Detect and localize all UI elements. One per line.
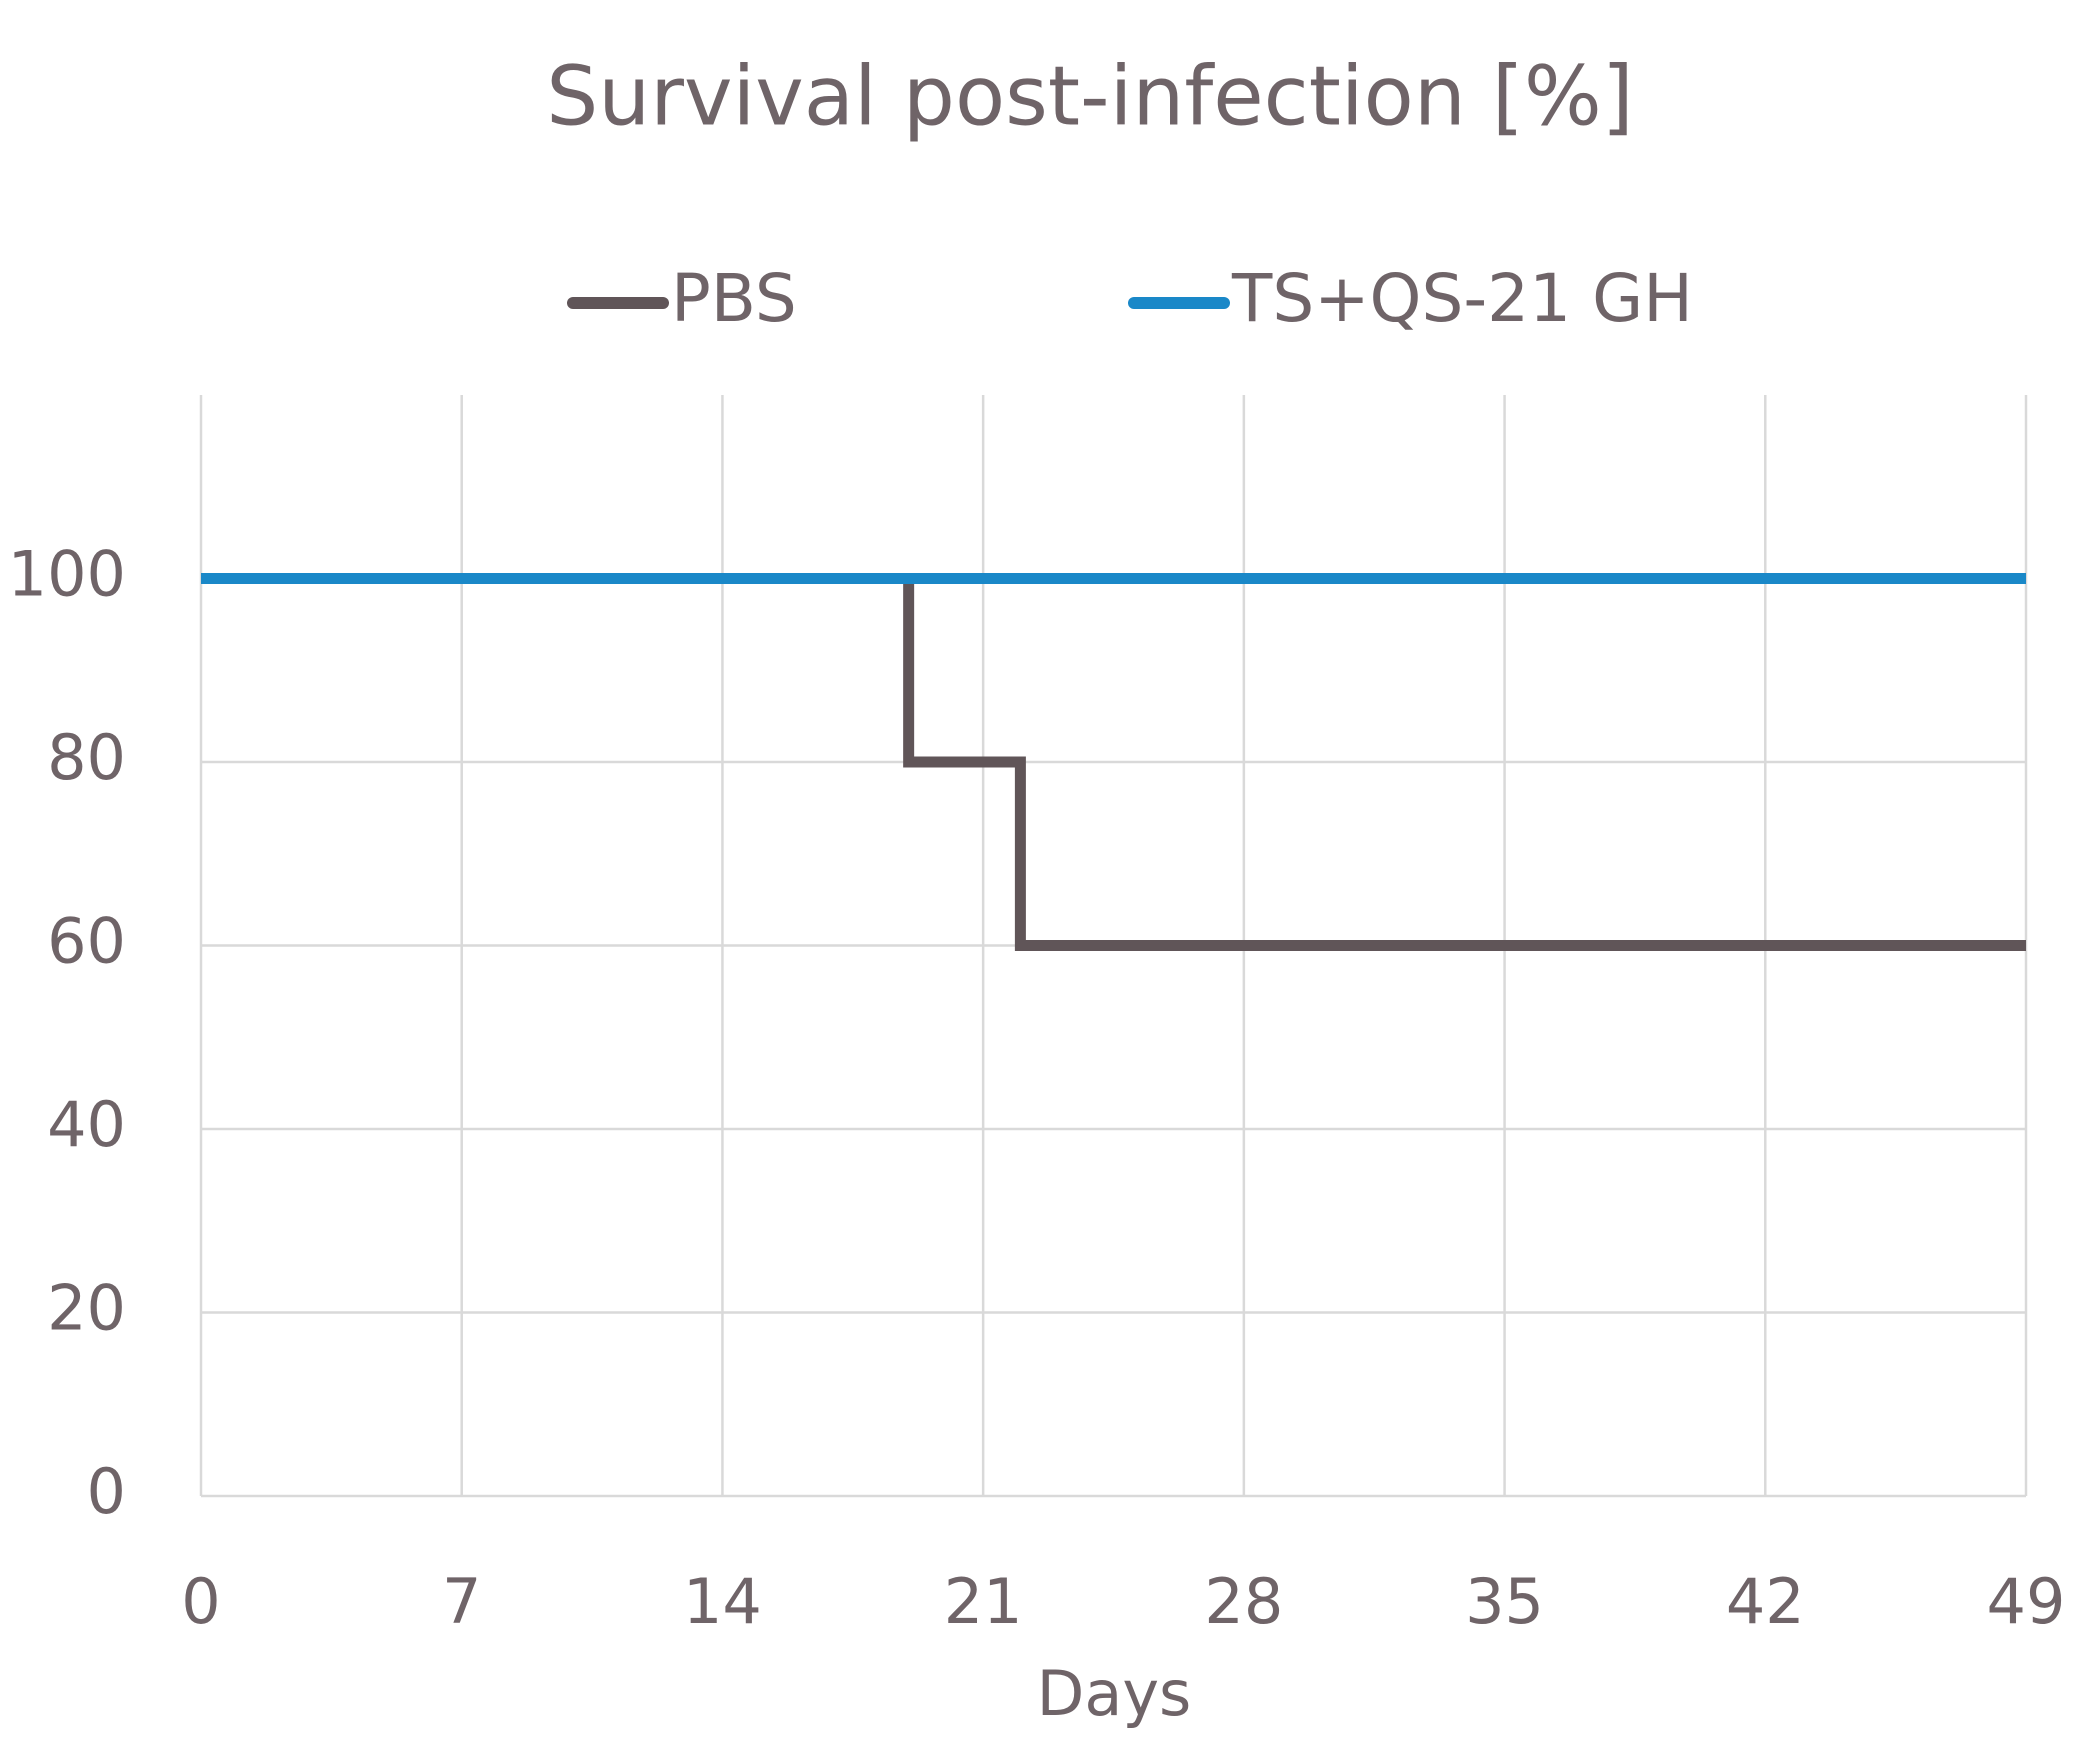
- x-tick-label: 7: [442, 1565, 481, 1638]
- y-tick-label: 0: [87, 1455, 126, 1528]
- x-tick-label: 14: [683, 1565, 762, 1638]
- x-tick-label: 49: [1987, 1565, 2066, 1638]
- y-tick-label: 20: [47, 1272, 126, 1345]
- x-tick-label: 21: [944, 1565, 1023, 1638]
- y-tick-label: 100: [8, 538, 126, 611]
- legend-label: TS+QS-21 GH: [1231, 260, 1693, 337]
- y-tick-label: 60: [47, 905, 126, 978]
- x-tick-label: 0: [181, 1565, 220, 1638]
- y-tick-label: 40: [47, 1088, 126, 1161]
- y-tick-label: 80: [47, 721, 126, 794]
- x-tick-label: 35: [1465, 1565, 1544, 1638]
- legend-label: PBS: [671, 260, 797, 337]
- chart-title: Survival post-infection [%]: [546, 49, 1634, 144]
- x-axis-label: Days: [1037, 1657, 1192, 1730]
- x-tick-label: 42: [1726, 1565, 1805, 1638]
- x-tick-label: 28: [1204, 1565, 1283, 1638]
